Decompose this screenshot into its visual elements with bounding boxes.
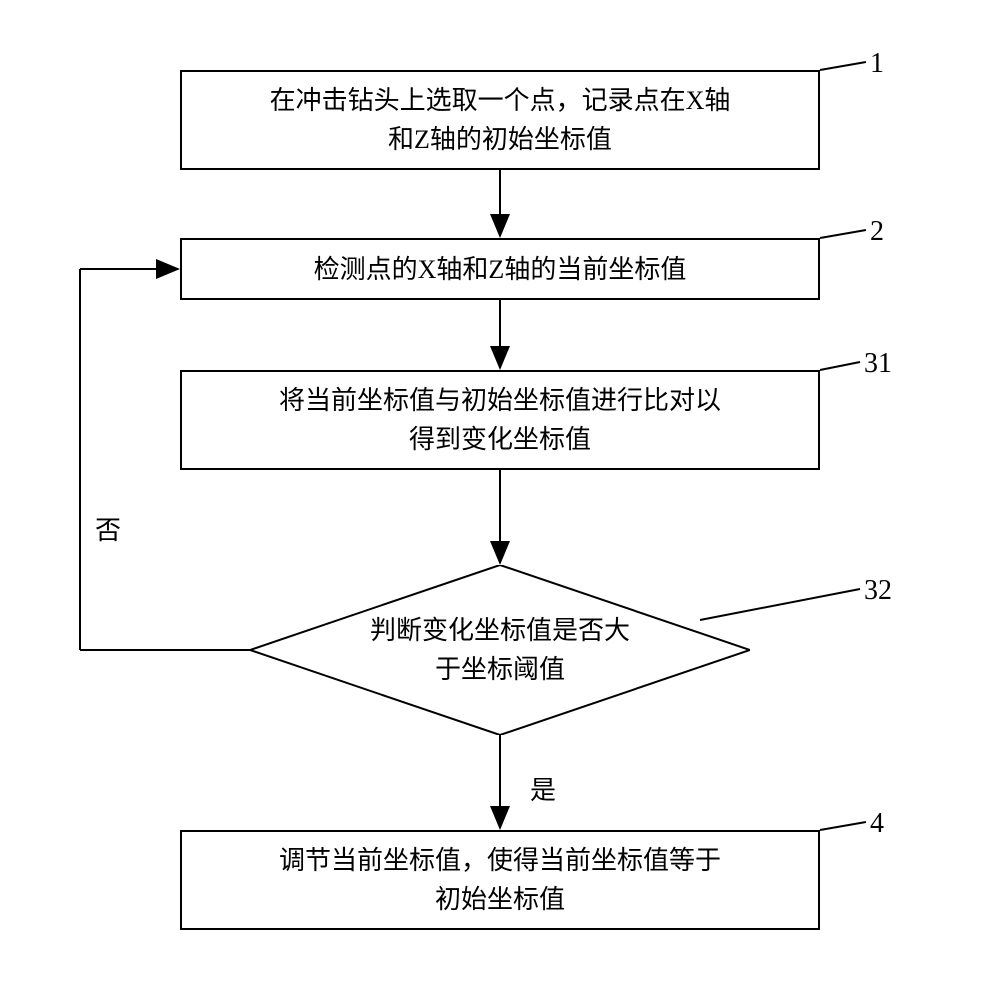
step-4-text: 调节当前坐标值，使得当前坐标值等于 初始坐标值 bbox=[279, 841, 721, 919]
decision-32-text: 判断变化坐标值是否大 于坐标阈值 bbox=[350, 611, 650, 689]
label-2: 2 bbox=[870, 216, 884, 248]
step-1-box: 在冲击钻头上选取一个点，记录点在X轴 和Z轴的初始坐标值 bbox=[180, 70, 820, 170]
leader-4 bbox=[820, 822, 866, 830]
step-1-line1: 在冲击钻头上选取一个点，记录点在X轴 bbox=[270, 86, 731, 115]
step-31-box: 将当前坐标值与初始坐标值进行比对以 得到变化坐标值 bbox=[180, 370, 820, 470]
step-31-text: 将当前坐标值与初始坐标值进行比对以 得到变化坐标值 bbox=[279, 381, 721, 459]
decision-32-line2: 于坐标阈值 bbox=[435, 655, 565, 684]
leader-31 bbox=[820, 362, 860, 370]
step-4-box: 调节当前坐标值，使得当前坐标值等于 初始坐标值 bbox=[180, 830, 820, 930]
decision-32-line1: 判断变化坐标值是否大 bbox=[370, 616, 630, 645]
step-1-line2: 和Z轴的初始坐标值 bbox=[388, 125, 612, 154]
label-1: 1 bbox=[870, 48, 884, 80]
decision-32-box: 判断变化坐标值是否大 于坐标阈值 bbox=[250, 565, 750, 735]
step-4-line2: 初始坐标值 bbox=[435, 885, 565, 914]
step-1-text: 在冲击钻头上选取一个点，记录点在X轴 和Z轴的初始坐标值 bbox=[270, 81, 731, 159]
step-31-line2: 得到变化坐标值 bbox=[409, 425, 591, 454]
step-2-box: 检测点的X轴和Z轴的当前坐标值 bbox=[180, 238, 820, 300]
step-4-line1: 调节当前坐标值，使得当前坐标值等于 bbox=[279, 846, 721, 875]
edge-no-label: 否 bbox=[95, 510, 121, 547]
edge-yes-label: 是 bbox=[530, 770, 556, 807]
leader-1 bbox=[820, 62, 866, 70]
label-4: 4 bbox=[870, 808, 884, 840]
label-32: 32 bbox=[864, 575, 892, 607]
leader-2 bbox=[820, 230, 866, 238]
label-31: 31 bbox=[864, 348, 892, 380]
step-2-text: 检测点的X轴和Z轴的当前坐标值 bbox=[314, 250, 687, 289]
step-31-line1: 将当前坐标值与初始坐标值进行比对以 bbox=[279, 386, 721, 415]
